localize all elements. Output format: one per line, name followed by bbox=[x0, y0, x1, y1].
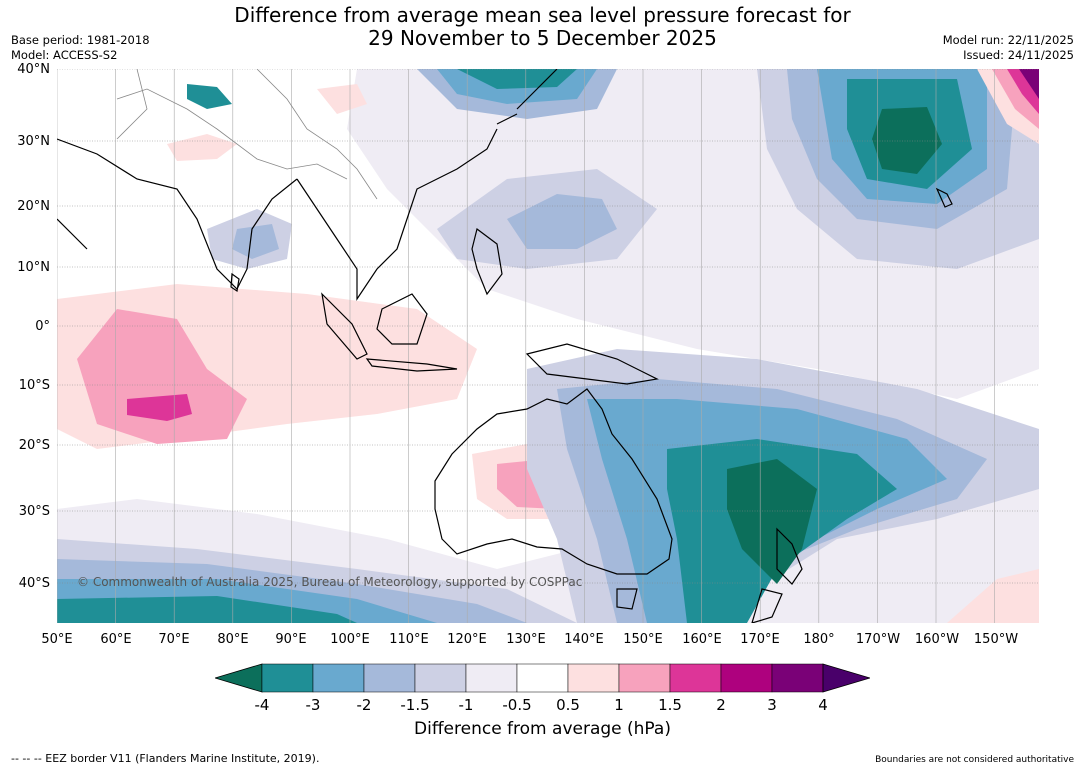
australia-coastline bbox=[434, 388, 673, 575]
country-borders bbox=[116, 69, 378, 200]
colorbar-segment bbox=[363, 663, 416, 693]
coastlines bbox=[57, 69, 953, 623]
sumatra-coastline bbox=[321, 292, 368, 360]
sri-lanka-coastline bbox=[230, 272, 240, 293]
base-period: Base period: 1981-2018 bbox=[11, 33, 150, 47]
lat-label-0: 0° bbox=[35, 319, 50, 334]
map-title: Difference from average mean sea level p… bbox=[0, 4, 1085, 50]
colorbar-tick-label: 4 bbox=[818, 696, 828, 714]
colorbar-tick-label: -1 bbox=[458, 696, 474, 714]
lon-label-70e: 70°E bbox=[158, 632, 190, 647]
pressure-anomaly-map bbox=[57, 69, 1039, 623]
lon-label-150w: 150°W bbox=[973, 632, 1019, 647]
graticule bbox=[57, 69, 1039, 584]
lat-label-20s: 20°S bbox=[18, 438, 50, 453]
tasmania-coastline bbox=[616, 588, 638, 610]
lon-label-130e: 130°E bbox=[506, 632, 546, 647]
high-northeast-corner-4 bbox=[1019, 69, 1039, 99]
colorbar-tick-label: -1.5 bbox=[400, 696, 430, 714]
hawaii-coastline bbox=[935, 187, 953, 208]
new-guinea-coastline bbox=[525, 343, 659, 385]
colorbar-tick-label: -3 bbox=[305, 696, 321, 714]
colorbar-tick-label: 1 bbox=[614, 696, 624, 714]
low-philippine-sea-inner bbox=[507, 194, 617, 249]
colorbar-tick-label: 1.5 bbox=[658, 696, 682, 714]
model-name: Model: ACCESS-S2 bbox=[11, 48, 118, 62]
indochina-coastline bbox=[296, 128, 498, 301]
low-japan-3 bbox=[457, 69, 577, 89]
colorbar-segment bbox=[720, 663, 773, 693]
lat-label-10s: 10°S bbox=[18, 378, 50, 393]
colorbar-segment bbox=[771, 663, 824, 693]
title-line-1: Difference from average mean sea level p… bbox=[234, 3, 851, 27]
boundaries-disclaimer: Boundaries are not considered authoritat… bbox=[875, 755, 1074, 765]
lon-label-140e: 140°E bbox=[564, 632, 604, 647]
issued-date: Issued: 24/11/2025 bbox=[963, 48, 1074, 62]
borneo-coastline bbox=[376, 293, 428, 345]
java-coastline bbox=[365, 358, 458, 372]
lon-label-50e: 50°E bbox=[41, 632, 73, 647]
colorbar-segment bbox=[261, 663, 314, 693]
high-indian-ocean-core bbox=[127, 394, 192, 421]
high-southeast-corner bbox=[947, 569, 1039, 623]
low-bay-of-bengal-inner bbox=[232, 224, 279, 259]
new-zealand-coastline bbox=[751, 527, 803, 623]
lon-label-120e: 120°E bbox=[447, 632, 487, 647]
colorbar-segment bbox=[312, 663, 365, 693]
colorbar-title: Difference from average (hPa) bbox=[414, 719, 671, 739]
lat-label-10n: 10°N bbox=[17, 260, 50, 275]
lon-label-170e: 170°E bbox=[740, 632, 780, 647]
lon-label-60e: 60°E bbox=[100, 632, 132, 647]
lon-label-160w: 160°W bbox=[914, 632, 960, 647]
lat-label-20n: 20°N bbox=[17, 199, 50, 214]
colorbar-segment bbox=[618, 663, 671, 693]
colorbar-tick-label: 2 bbox=[716, 696, 726, 714]
lon-label-170w: 170°W bbox=[855, 632, 901, 647]
lon-label-150e: 150°E bbox=[623, 632, 663, 647]
lat-label-40s: 40°S bbox=[18, 576, 50, 591]
high-indian-ocean-2 bbox=[77, 309, 247, 444]
colorbar bbox=[213, 662, 872, 694]
colorbar-segment bbox=[669, 663, 722, 693]
colorbar-tick-label: -2 bbox=[356, 696, 372, 714]
lat-label-40n: 40°N bbox=[17, 62, 50, 77]
low-himalaya bbox=[187, 84, 232, 109]
lon-label-160e: 160°E bbox=[682, 632, 722, 647]
low-tasman-core bbox=[727, 459, 817, 584]
arabia-coastline bbox=[57, 218, 88, 250]
colorbar-segments bbox=[213, 663, 872, 693]
colorbar-segment bbox=[567, 663, 620, 693]
india-coastline bbox=[57, 138, 298, 291]
model-run-info: Model run: 22/11/2025 Issued: 24/11/2025 bbox=[943, 33, 1074, 63]
low-southern-ocean-4 bbox=[57, 596, 357, 623]
eez-border-note: -- -- -- EEZ border V11 (Flanders Marine… bbox=[11, 752, 320, 765]
lat-label-30n: 30°N bbox=[17, 134, 50, 149]
colorbar-tick-label: -0.5 bbox=[502, 696, 532, 714]
colorbar-segment bbox=[414, 663, 467, 693]
lon-label-100e: 100°E bbox=[330, 632, 370, 647]
high-east-asia bbox=[317, 84, 367, 114]
colorbar-tick-label: 3 bbox=[767, 696, 777, 714]
japan-coastline bbox=[496, 69, 558, 125]
colorbar-segment bbox=[465, 663, 518, 693]
lon-label-180: 180° bbox=[803, 632, 835, 647]
colorbar-extend-low bbox=[213, 663, 263, 693]
colorbar-tick-label: 0.5 bbox=[556, 696, 580, 714]
lon-label-90e: 90°E bbox=[275, 632, 307, 647]
copyright-notice: © Commonwealth of Australia 2025, Bureau… bbox=[77, 575, 583, 589]
low-north-pacific-core bbox=[872, 107, 942, 174]
base-period-info: Base period: 1981-2018 Model: ACCESS-S2 bbox=[11, 33, 150, 63]
title-line-2: 29 November to 5 December 2025 bbox=[368, 26, 717, 50]
lat-label-30s: 30°S bbox=[18, 504, 50, 519]
colorbar-extend-high bbox=[822, 663, 872, 693]
model-run: Model run: 22/11/2025 bbox=[942, 33, 1074, 47]
meridians bbox=[57, 69, 995, 623]
philippines-coastline bbox=[471, 227, 503, 296]
colorbar-tick-label: -4 bbox=[254, 696, 270, 714]
lon-label-110e: 110°E bbox=[389, 632, 429, 647]
colorbar-segment bbox=[516, 663, 569, 693]
lon-label-80e: 80°E bbox=[217, 632, 249, 647]
